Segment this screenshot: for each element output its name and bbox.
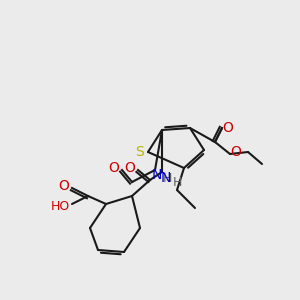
Text: N: N [161, 171, 171, 185]
Text: S: S [136, 145, 144, 159]
Text: H: H [162, 172, 172, 184]
Text: O: O [58, 179, 69, 193]
Text: O: O [124, 161, 135, 175]
Text: O: O [109, 161, 119, 175]
Text: O: O [231, 145, 242, 159]
Text: HO: HO [50, 200, 70, 212]
Text: H: H [172, 176, 182, 188]
Text: N: N [152, 168, 162, 182]
Text: O: O [223, 121, 233, 135]
